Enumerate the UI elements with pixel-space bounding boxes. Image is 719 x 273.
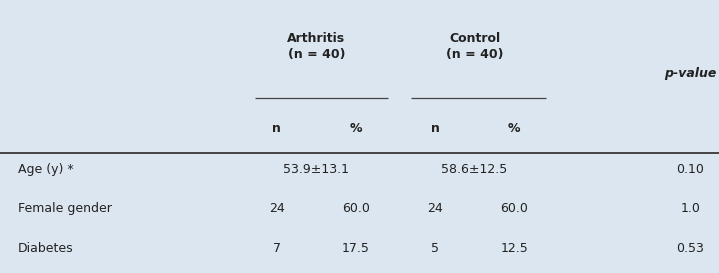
Text: 60.0: 60.0 xyxy=(500,202,528,215)
Text: 24: 24 xyxy=(269,202,285,215)
Text: 0.10: 0.10 xyxy=(677,163,704,176)
Text: 7: 7 xyxy=(273,242,281,255)
Text: 53.9±13.1: 53.9±13.1 xyxy=(283,163,349,176)
Text: n: n xyxy=(431,122,439,135)
Text: %: % xyxy=(349,122,362,135)
Text: Arthritis
(n = 40): Arthritis (n = 40) xyxy=(288,32,345,61)
Text: Age (y) *: Age (y) * xyxy=(18,163,73,176)
Text: Diabetes: Diabetes xyxy=(18,242,73,255)
Text: Control
(n = 40): Control (n = 40) xyxy=(446,32,503,61)
Text: n: n xyxy=(273,122,281,135)
Text: 58.6±12.5: 58.6±12.5 xyxy=(441,163,508,176)
Text: 12.5: 12.5 xyxy=(500,242,528,255)
Text: p-value: p-value xyxy=(664,67,716,80)
Text: 1.0: 1.0 xyxy=(680,202,700,215)
Text: 17.5: 17.5 xyxy=(342,242,370,255)
Text: 0.53: 0.53 xyxy=(677,242,704,255)
Text: 24: 24 xyxy=(427,202,443,215)
Text: 60.0: 60.0 xyxy=(342,202,370,215)
Text: %: % xyxy=(508,122,521,135)
Text: 5: 5 xyxy=(431,242,439,255)
Text: Female gender: Female gender xyxy=(18,202,112,215)
